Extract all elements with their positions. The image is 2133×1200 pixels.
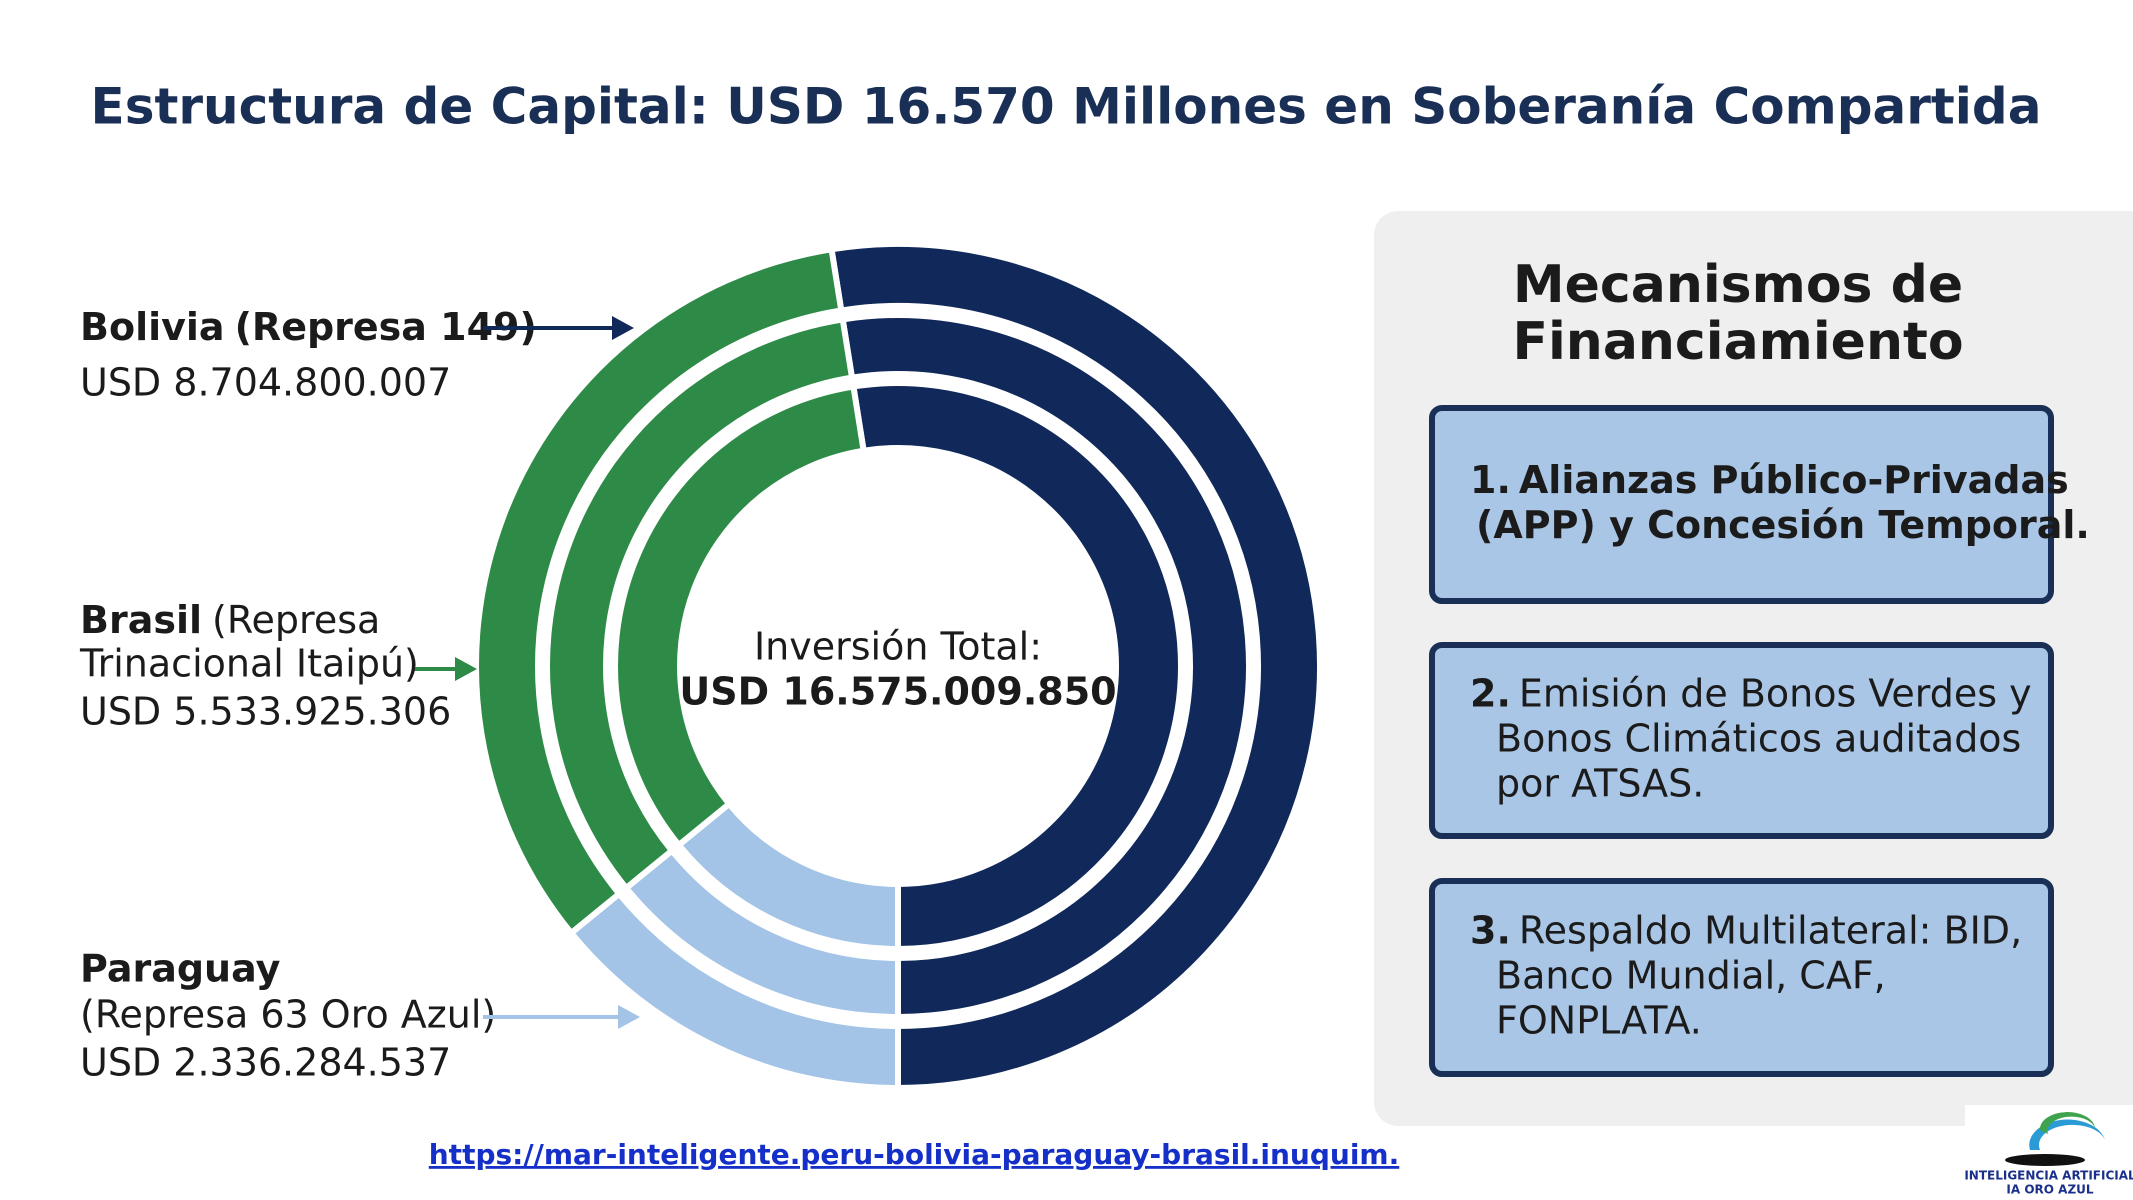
item-box	[1429, 405, 2054, 604]
center-value: USD 16.575.009.850	[679, 670, 1116, 714]
arrow-head	[618, 1005, 640, 1029]
donut-segment	[839, 312, 1252, 1021]
logo-swirl	[2039, 1112, 2095, 1134]
title: Estructura de Capital: USD 16.570 Millon…	[91, 78, 2042, 136]
item-text: 2. Emisión de Bonos Verdes y	[1470, 671, 2032, 715]
donut-segment	[621, 846, 901, 1021]
value-label: USD 2.336.284.537	[80, 1041, 451, 1085]
item-line: Banco Mundial, CAF,	[1496, 953, 1886, 997]
donut	[473, 241, 1323, 1092]
item-text: Banco Mundial, CAF,	[1496, 953, 1886, 997]
center-label: Inversión Total:	[754, 625, 1042, 669]
panel-title: Financiamiento	[1512, 312, 1963, 372]
label: Bolivia (Represa 149)	[80, 305, 537, 349]
donut-segment	[674, 799, 901, 953]
arrow-head	[612, 316, 634, 340]
item-text: 1. Alianzas Público-Privadas	[1470, 458, 2069, 502]
item-line: Alianzas Público-Privadas	[1519, 458, 2069, 502]
item-number: 3.	[1470, 908, 1511, 952]
value-label: USD 8.704.800.007	[80, 361, 451, 405]
category: Brasil	[80, 598, 202, 642]
items: 1. Alianzas Público-Privadas(APP) y Conce…	[1429, 405, 2090, 1077]
note: (Represa 63 Oro Azul)	[80, 993, 496, 1037]
note: (Represa	[212, 598, 380, 642]
item-box	[1429, 878, 2054, 1077]
donut-segment	[849, 380, 1184, 953]
donut-segment	[828, 241, 1323, 1092]
item-line: por ATSAS.	[1496, 761, 1704, 805]
item-number: 1.	[1470, 458, 1511, 502]
item-line: Emisión de Bonos Verdes y	[1519, 671, 2032, 715]
link[interactable]: https://mar-inteligente.peru-bolivia-par…	[429, 1138, 1400, 1171]
arrow-head	[455, 657, 477, 681]
item-line: Bonos Climáticos auditados	[1496, 716, 2021, 760]
item-line: (APP) y Concesión Temporal.	[1476, 503, 2090, 547]
item-line: Respaldo Multilateral: BID,	[1519, 908, 2022, 952]
panel-title: Mecanismos de	[1513, 255, 1963, 315]
item-number: 2.	[1470, 671, 1511, 715]
item-text: 3. Respaldo Multilateral: BID,	[1470, 908, 2022, 952]
note: Trinacional Itaipú)	[79, 642, 419, 686]
category: Paraguay	[80, 947, 281, 991]
logo-base	[2005, 1154, 2085, 1166]
item-text: (APP) y Concesión Temporal.	[1476, 503, 2090, 547]
label: Brasil (Represa	[80, 598, 380, 642]
item-line: FONPLATA.	[1496, 998, 1702, 1042]
logo-text: IA ORO AZUL	[2006, 1183, 2093, 1197]
logo: INTELIGENCIA ARTIFICIAL IA ORO AZUL	[1964, 1105, 2133, 1200]
item-text: Bonos Climáticos auditados	[1496, 716, 2021, 760]
category: Bolivia	[80, 305, 225, 349]
item-box	[1429, 642, 2054, 839]
logo-text: INTELIGENCIA ARTIFICIAL	[1964, 1169, 2133, 1183]
donut-segment	[567, 889, 901, 1092]
item-text: por ATSAS.	[1496, 761, 1704, 805]
value-label: USD 5.533.925.306	[80, 690, 451, 734]
item-text: FONPLATA.	[1496, 998, 1702, 1042]
donut-segment	[612, 383, 868, 850]
